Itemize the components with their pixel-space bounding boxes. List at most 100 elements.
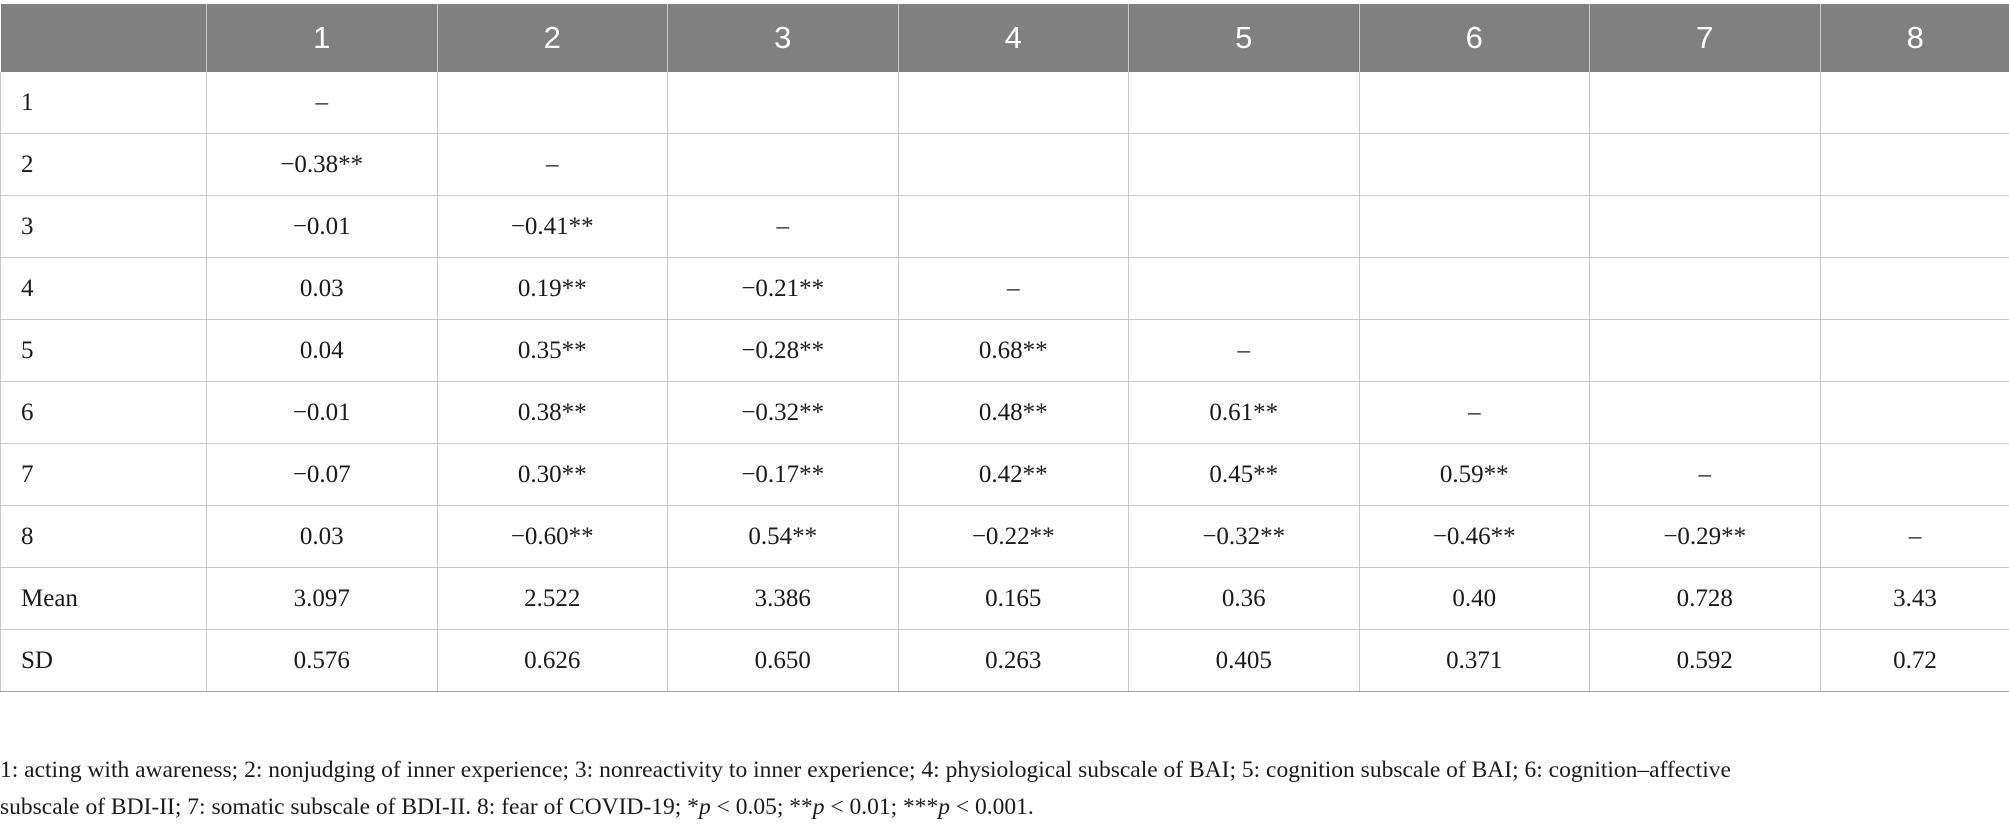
table-row: 5 0.04 0.35** −0.28** 0.68** – — [0, 319, 2009, 382]
table-cell: 0.35** — [437, 319, 668, 382]
table-cell: −0.28** — [667, 319, 899, 382]
row-label-cell: 1 — [0, 72, 207, 134]
footnote-line-2-prefix: subscale of BDI-II; 7: somatic subscale … — [0, 794, 699, 820]
table-cell — [437, 72, 668, 134]
table-footnote: 1: acting with awareness; 2: nonjudging … — [0, 752, 2009, 826]
table-cell: 0.45** — [1128, 443, 1360, 506]
row-label-cell: SD — [0, 629, 207, 692]
table-cell — [898, 133, 1129, 196]
table-cell: 3.43 — [1820, 567, 2009, 630]
table-row: 7 −0.07 0.30** −0.17** 0.42** 0.45** 0.59** – — [0, 443, 2009, 506]
row-label-cell: Mean — [0, 567, 207, 630]
table-cell: 3.386 — [667, 567, 899, 630]
table-cell: −0.41** — [437, 195, 668, 258]
table-cell — [1128, 72, 1360, 134]
table-cell — [1589, 319, 1821, 382]
table-cell: −0.01 — [206, 381, 438, 444]
table-cell — [1128, 195, 1360, 258]
table-cell: – — [1589, 443, 1821, 506]
header-cell: 2 — [437, 4, 668, 72]
table-cell: 0.59** — [1359, 443, 1590, 506]
table-cell — [1359, 257, 1590, 320]
table-cell — [1820, 195, 2009, 258]
header-cell: 5 — [1128, 4, 1360, 72]
header-cell: 1 — [206, 4, 438, 72]
row-label-cell: 3 — [0, 195, 207, 258]
table-cell — [1359, 319, 1590, 382]
table-cell: −0.32** — [667, 381, 899, 444]
table-cell: 0.263 — [898, 629, 1129, 692]
table-cell: 0.03 — [206, 505, 438, 568]
row-label-cell: 5 — [0, 319, 207, 382]
table-cell: 0.48** — [898, 381, 1129, 444]
row-label-cell: 7 — [0, 443, 207, 506]
table-cell: 3.097 — [206, 567, 438, 630]
p-symbol: p — [812, 794, 825, 820]
table-cell: 0.72 — [1820, 629, 2009, 692]
table-cell: −0.01 — [206, 195, 438, 258]
table-cell — [1128, 257, 1360, 320]
header-row: 1 2 3 4 5 6 7 8 — [0, 4, 2009, 72]
table-cell: 0.626 — [437, 629, 668, 692]
table-cell: – — [667, 195, 899, 258]
footnote-line-2: subscale of BDI-II; 7: somatic subscale … — [0, 789, 2009, 826]
table-cell — [1589, 257, 1821, 320]
table-cell — [1820, 72, 2009, 134]
header-cell: 3 — [667, 4, 899, 72]
table-cell — [1589, 195, 1821, 258]
table-cell — [1820, 133, 2009, 196]
row-label-cell: 8 — [0, 505, 207, 568]
table-cell — [898, 72, 1129, 134]
p-symbol: p — [698, 794, 711, 820]
table-cell — [1359, 72, 1590, 134]
table-cell: 0.371 — [1359, 629, 1590, 692]
header-cell: 7 — [1589, 4, 1821, 72]
table-cell: – — [898, 257, 1129, 320]
table-cell: 0.728 — [1589, 567, 1821, 630]
table-body: 1–2 −0.38** –3 −0.01 −0.41** –4 0.03 0.19** −0.2… — [0, 72, 2009, 692]
table-row: 2 −0.38** – — [0, 133, 2009, 196]
table-cell — [1589, 72, 1821, 134]
table-cell: −0.22** — [898, 505, 1129, 568]
table-cell: 0.42** — [898, 443, 1129, 506]
row-label-cell: 2 — [0, 133, 207, 196]
table-cell: 0.40 — [1359, 567, 1590, 630]
table-cell: 0.165 — [898, 567, 1129, 630]
table-cell: −0.07 — [206, 443, 438, 506]
table-cell: – — [1128, 319, 1360, 382]
table-cell: 0.576 — [206, 629, 438, 692]
table-cell — [1820, 381, 2009, 444]
header-cell-corner — [0, 4, 207, 72]
threshold-text: < 0.001. — [950, 794, 1034, 820]
correlation-table-container: 1 2 3 4 5 6 7 8 1–2 −0.38** –3 −0.01 −0.41**… — [0, 4, 2009, 692]
table-cell: 0.405 — [1128, 629, 1360, 692]
row-label-cell: 6 — [0, 381, 207, 444]
table-cell — [1359, 195, 1590, 258]
table-cell: 0.38** — [437, 381, 668, 444]
table-row: 4 0.03 0.19** −0.21** – — [0, 257, 2009, 320]
table-cell — [898, 195, 1129, 258]
table-row: Mean 3.097 2.522 3.386 0.165 0.36 0.40 0.728 3.4… — [0, 567, 2009, 630]
table-cell: −0.38** — [206, 133, 438, 196]
row-label-cell: 4 — [0, 257, 207, 320]
table-cell — [667, 133, 899, 196]
table-cell: 0.54** — [667, 505, 899, 568]
table-cell: −0.46** — [1359, 505, 1590, 568]
table-cell: −0.32** — [1128, 505, 1360, 568]
table-row: 6 −0.01 0.38** −0.32** 0.48** 0.61** – — [0, 381, 2009, 444]
table-cell: 0.36 — [1128, 567, 1360, 630]
table-cell: 0.61** — [1128, 381, 1360, 444]
table-row: 1– — [0, 72, 2009, 134]
table-cell — [1589, 381, 1821, 444]
table-cell — [667, 72, 899, 134]
footnote-line-1: 1: acting with awareness; 2: nonjudging … — [0, 757, 1731, 783]
table-cell: – — [206, 72, 438, 134]
table-row: SD 0.576 0.626 0.650 0.263 0.405 0.371 0.592 0.7… — [0, 629, 2009, 692]
table-cell — [1820, 257, 2009, 320]
table-cell: −0.29** — [1589, 505, 1821, 568]
table-cell: – — [1359, 381, 1590, 444]
table-cell: 0.592 — [1589, 629, 1821, 692]
table-row: 8 0.03 −0.60** 0.54** −0.22** −0.32** −0.46** −… — [0, 505, 2009, 568]
table-header: 1 2 3 4 5 6 7 8 — [0, 4, 2009, 72]
table-cell: 0.68** — [898, 319, 1129, 382]
